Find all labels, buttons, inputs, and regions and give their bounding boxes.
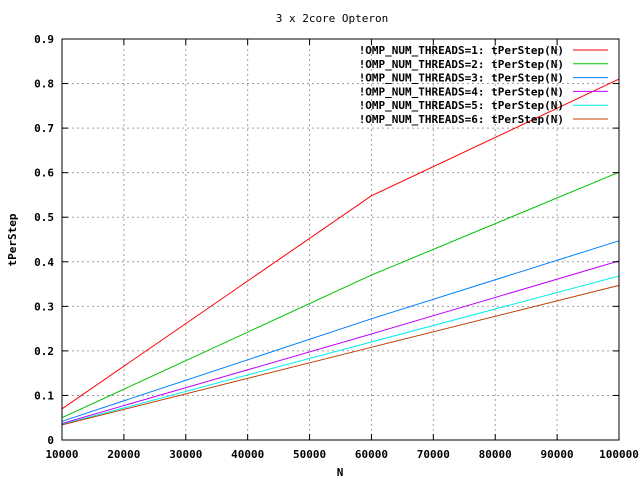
- x-tick-label: 30000: [169, 448, 202, 461]
- x-tick-label: 80000: [479, 448, 512, 461]
- y-tick-label: 0.4: [34, 256, 54, 269]
- series-line-5: [61, 275, 620, 425]
- series-line-1: [61, 78, 620, 410]
- y-tick-label: 0.8: [34, 78, 54, 91]
- y-tick-labels: 0 0.1 0.2 0.3 0.4 0.5 0.6 0.7 0.8 0.9: [34, 33, 54, 447]
- y-tick-label: 0.2: [34, 345, 54, 358]
- series-line-3: [61, 240, 620, 422]
- x-axis-label: N: [337, 466, 344, 479]
- x-tick-label: 50000: [293, 448, 326, 461]
- y-tick-label: 0.6: [34, 167, 54, 180]
- x-tick-label: 10000: [45, 448, 78, 461]
- legend-label-3: !OMP_NUM_THREADS=3: tPerStep(N): [359, 72, 564, 85]
- series-lines: [61, 78, 620, 426]
- x-tick-label: 90000: [541, 448, 574, 461]
- grid: [62, 39, 619, 440]
- y-tick-label: 0.9: [34, 33, 54, 46]
- y-tick-label: 0.5: [34, 211, 54, 224]
- legend-label-6: !OMP_NUM_THREADS=6: tPerStep(N): [359, 113, 564, 126]
- y-tick-label: 0.1: [34, 389, 54, 402]
- plot-frame: [61, 38, 620, 441]
- series-line-6: [61, 284, 620, 426]
- axis-ticks: [61, 38, 620, 441]
- x-tick-label: 100000: [599, 448, 639, 461]
- legend-label-4: !OMP_NUM_THREADS=4: tPerStep(N): [359, 85, 564, 98]
- x-tick-label: 60000: [355, 448, 388, 461]
- x-tick-label: 40000: [231, 448, 264, 461]
- y-axis-label: tPerStep: [6, 213, 19, 266]
- x-tick-label: 20000: [107, 448, 140, 461]
- legend: !OMP_NUM_THREADS=1: tPerStep(N)!OMP_NUM_…: [359, 44, 608, 126]
- legend-label-5: !OMP_NUM_THREADS=5: tPerStep(N): [359, 99, 564, 112]
- chart-title: 3 x 2core Opteron: [276, 12, 389, 25]
- legend-label-2: !OMP_NUM_THREADS=2: tPerStep(N): [359, 58, 564, 71]
- y-tick-label: 0.3: [34, 300, 54, 313]
- legend-label-1: !OMP_NUM_THREADS=1: tPerStep(N): [359, 44, 564, 57]
- y-tick-label: 0.7: [34, 122, 54, 135]
- x-tick-label: 70000: [417, 448, 450, 461]
- series-line-4: [61, 260, 620, 424]
- y-tick-label: 0: [47, 434, 54, 447]
- x-tick-labels: 10000 20000 30000 40000 50000 60000 70000 80000…: [45, 448, 638, 461]
- series-line-2: [61, 171, 620, 419]
